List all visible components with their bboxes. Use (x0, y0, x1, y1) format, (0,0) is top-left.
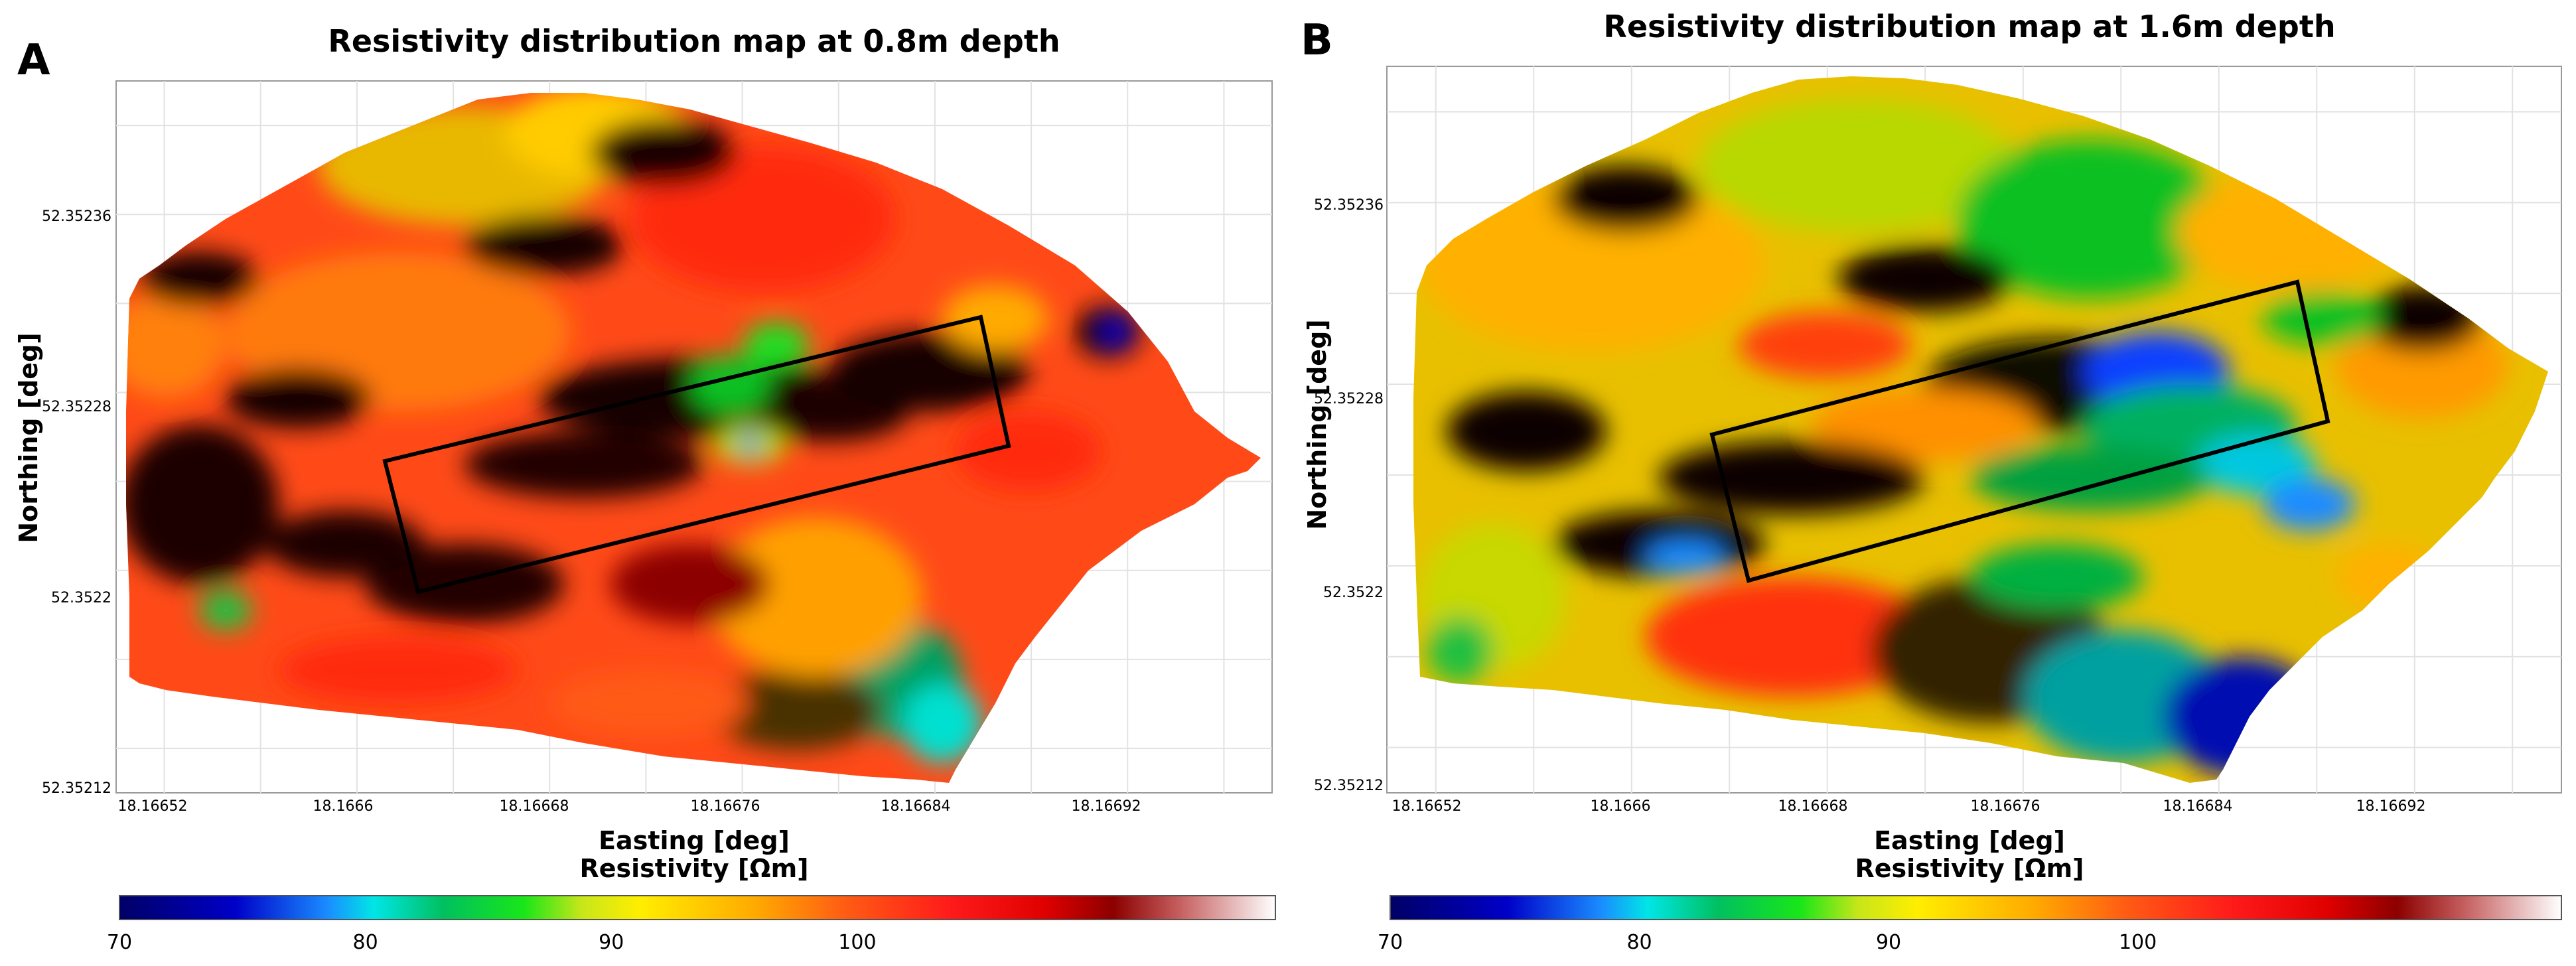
panel-b-title: Resistivity distribution map at 1.6m dep… (1603, 9, 2335, 44)
panel-b-colorbar-tick-label: 90 (1876, 931, 1901, 954)
panel-b-heatmap (1413, 76, 2548, 783)
panel-a-ytick-label: 52.35236 (42, 208, 111, 225)
panel-b-ticks: 18.16652 18.1666 18.16668 18.16676 18.16684 1… (1314, 197, 2425, 815)
panel-a-colorbar-tick-label: 70 (107, 931, 132, 954)
panel-a-colorbar (119, 895, 1276, 920)
panel-b-ytick-label: 52.3522 (1323, 585, 1384, 601)
panel-b-ylabel: Northing [deg] (1303, 319, 1332, 529)
panel-a-xtick-label: 18.16668 (500, 798, 569, 815)
panel-a-colorbar-tick-label: 90 (599, 931, 624, 954)
panel-b-colorbar-tick-label: 100 (2119, 931, 2157, 954)
panel-b-ytick-label: 52.35228 (1314, 391, 1384, 407)
panel-a-ytick-label: 52.35212 (42, 780, 111, 797)
panel-a-xlabel: Easting [deg] (599, 826, 790, 855)
panel-a-ytick-label: 52.3522 (51, 590, 111, 606)
panel-b-colorbar-label: Resistivity [Ωm] (1855, 854, 2084, 883)
panel-b-xtick-label: 18.16676 (1971, 798, 2040, 815)
panel-a-xtick-label: 18.16684 (881, 798, 951, 815)
panel-b-ytick-label: 52.35236 (1314, 197, 1384, 214)
panel-b-colorbar-ticks: 70 80 90 100 (1378, 931, 2157, 954)
panel-a-colorbar-ticks: 70 80 90 100 (107, 931, 877, 954)
panel-a-xtick-label: 18.1666 (313, 798, 374, 815)
panel-b-colorbar-tick-label: 70 (1378, 931, 1403, 954)
panel-a-ytick-label: 52.35228 (42, 399, 111, 415)
panel-a-title: Resistivity distribution map at 0.8m dep… (328, 23, 1060, 59)
panel-b-survey-outline (1709, 279, 2330, 583)
panel-b-xtick-label: 18.16692 (2356, 798, 2426, 815)
panel-b-plot (1386, 66, 2562, 794)
panel-a-colorbar-tick-label: 80 (353, 931, 378, 954)
panel-b-xtick-label: 18.16668 (1778, 798, 1848, 815)
panel-a-ylabel: Northing [deg] (14, 332, 43, 543)
panel-b-xtick-label: 18.16652 (1392, 798, 1462, 815)
panel-b-ytick-label: 52.35212 (1314, 778, 1384, 794)
panel-b-xtick-label: 18.1666 (1591, 798, 1651, 815)
panel-a-colorbar-label: Resistivity [Ωm] (579, 854, 808, 883)
panel-b-colorbar-tick-label: 80 (1626, 931, 1652, 954)
panel-b-xtick-label: 18.16684 (2163, 798, 2233, 815)
panel-a-xtick-label: 18.16676 (691, 798, 760, 815)
panel-a-letter: A (17, 36, 50, 85)
panel-a-plot (115, 80, 1273, 794)
panel-b-letter: B (1301, 16, 1333, 65)
panel-a-colorbar-tick-label: 100 (838, 931, 876, 954)
panel-a-survey-outline (382, 314, 1011, 594)
panel-a-xtick-label: 18.16652 (118, 798, 188, 815)
panel-b-colorbar (1390, 895, 2562, 920)
panel-b-xlabel: Easting [deg] (1874, 826, 2065, 855)
panel-a-xtick-label: 18.16692 (1072, 798, 1141, 815)
panel-a-ticks: 18.16652 18.1666 18.16668 18.16676 18.16684 1… (42, 208, 1141, 815)
